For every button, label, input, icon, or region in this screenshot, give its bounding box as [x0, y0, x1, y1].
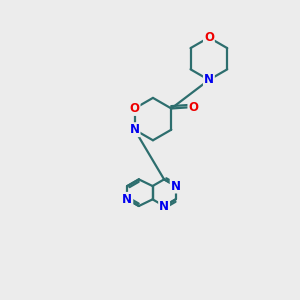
- Text: N: N: [130, 123, 140, 136]
- Text: N: N: [171, 179, 181, 193]
- Text: O: O: [130, 102, 140, 115]
- Text: O: O: [204, 31, 214, 44]
- Text: N: N: [159, 200, 169, 212]
- Text: O: O: [188, 100, 198, 113]
- Text: N: N: [204, 74, 214, 86]
- Text: N: N: [122, 193, 132, 206]
